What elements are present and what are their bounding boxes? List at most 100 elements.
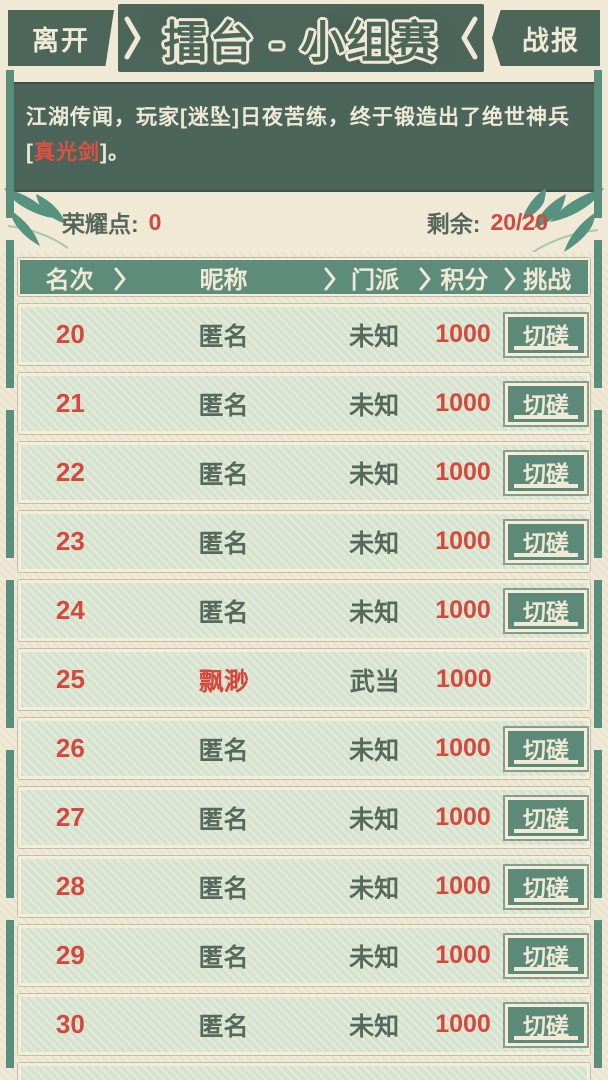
chevron-right-icon xyxy=(504,267,516,298)
table-row: 27 匿名 未知 1000 切磋 xyxy=(18,787,590,848)
column-header-challenge: 挑战 xyxy=(523,266,572,294)
rank-cell: 21 xyxy=(55,388,85,418)
table-row: 29 匿名 未知 1000 切磋 xyxy=(18,925,590,986)
sect-cell: 未知 xyxy=(349,391,400,420)
table-row: 30 匿名 未知 1000 切磋 xyxy=(18,994,590,1055)
rank-cell: 26 xyxy=(55,733,85,763)
challenge-button[interactable]: 切磋 xyxy=(505,451,587,494)
challenge-cell: 切磋 xyxy=(505,934,587,977)
table-row: 23 匿名 未知 1000 切磋 xyxy=(18,511,590,572)
nickname-cell: 匿名 xyxy=(198,805,249,834)
honor-points-value: 0 xyxy=(148,208,162,235)
challenge-button[interactable]: 切磋 xyxy=(505,865,587,908)
rank-cell: 25 xyxy=(56,664,85,694)
score-cell: 1000 xyxy=(435,941,491,969)
notice-text-end: ]。 xyxy=(100,141,130,164)
sect-cell: 未知 xyxy=(349,322,400,351)
leaderboard-area: 名次 昵称 门派 积分 挑战 20 匿名 未知 1000 切磋 21 匿名 未知 1000 切磋 2… xyxy=(0,252,608,1080)
leaderboard-rows: 20 匿名 未知 1000 切磋 21 匿名 未知 1000 切磋 22 匿名 未知 1000 切磋 23 匿名… xyxy=(18,304,590,1055)
table-row-partial xyxy=(18,1063,590,1080)
sect-cell: 未知 xyxy=(349,736,400,765)
score-cell: 1000 xyxy=(435,389,491,417)
table-row: 21 匿名 未知 1000 切磋 xyxy=(18,373,590,434)
nickname-cell: 匿名 xyxy=(198,391,249,420)
score-cell: 1000 xyxy=(435,320,491,348)
remaining-label: 剩余: xyxy=(426,211,481,237)
sect-cell: 未知 xyxy=(349,805,400,834)
table-row: 22 匿名 未知 1000 切磋 xyxy=(18,442,590,503)
stats-row: 荣耀点: 0 剩余: 20/20 xyxy=(0,188,608,255)
remaining-challenges-stat: 剩余: 20/20 xyxy=(427,205,548,239)
challenge-button[interactable]: 切磋 xyxy=(505,727,587,770)
score-cell: 1000 xyxy=(435,665,492,693)
challenge-cell: 切磋 xyxy=(505,865,587,908)
rank-cell: 20 xyxy=(55,319,85,349)
rumor-notice-panel: 江湖传闻，玩家[迷坠]日夜苦练，终于锻造出了绝世神兵[真光剑]。 xyxy=(10,82,598,192)
notice-text: 江湖传闻，玩家[迷坠]日夜苦练，终于锻造出了绝世神兵[ xyxy=(26,106,570,164)
challenge-button[interactable]: 切磋 xyxy=(505,934,587,977)
nickname-cell: 匿名 xyxy=(198,943,249,972)
title-plaque: 擂台 - 小组赛 xyxy=(118,4,484,72)
column-header-score: 积分 xyxy=(440,266,489,294)
page-title: 擂台 - 小组赛 xyxy=(163,18,439,67)
battle-report-button[interactable]: 战报 xyxy=(492,10,600,66)
table-row: 26 匿名 未知 1000 切磋 xyxy=(18,718,590,779)
leave-button[interactable]: 离开 xyxy=(8,10,114,66)
challenge-cell: 切磋 xyxy=(505,796,587,839)
nickname-cell: 匿名 xyxy=(198,529,249,558)
score-cell: 1000 xyxy=(435,803,491,831)
chevron-right-icon xyxy=(419,267,431,298)
column-header-rank: 名次 xyxy=(45,266,94,294)
table-row: 25 飘渺 武当 1000 xyxy=(18,649,590,710)
nickname-cell: 匿名 xyxy=(198,1012,249,1041)
challenge-button[interactable]: 切磋 xyxy=(505,1003,587,1046)
chevron-left-icon xyxy=(460,16,478,65)
challenge-button[interactable]: 切磋 xyxy=(505,520,587,563)
rank-cell: 29 xyxy=(55,940,85,970)
score-cell: 1000 xyxy=(435,1010,491,1038)
challenge-cell: 切磋 xyxy=(505,451,587,494)
nickname-cell: 飘渺 xyxy=(198,667,249,696)
nickname-cell: 匿名 xyxy=(198,322,249,351)
sect-cell: 武当 xyxy=(349,667,400,696)
sect-cell: 未知 xyxy=(349,943,400,972)
honor-points-stat: 荣耀点: 0 xyxy=(62,205,161,239)
rank-cell: 23 xyxy=(55,526,85,556)
challenge-cell: 切磋 xyxy=(505,313,587,356)
nickname-cell: 匿名 xyxy=(198,460,249,489)
rank-cell: 28 xyxy=(55,871,85,901)
remaining-value: 20/20 xyxy=(490,208,548,235)
score-cell: 1000 xyxy=(435,527,491,555)
top-bar: 离开 擂台 - 小组赛 战报 xyxy=(0,0,608,76)
sect-cell: 未知 xyxy=(349,1012,400,1041)
column-header-sect: 门派 xyxy=(350,266,399,294)
challenge-cell: 切磋 xyxy=(505,382,587,425)
nickname-cell: 匿名 xyxy=(198,598,249,627)
chevron-right-icon xyxy=(114,267,126,298)
challenge-cell: 切磋 xyxy=(505,589,587,632)
sect-cell: 未知 xyxy=(349,598,400,627)
table-row: 28 匿名 未知 1000 切磋 xyxy=(18,856,590,917)
score-cell: 1000 xyxy=(435,458,491,486)
left-edge-decoration xyxy=(6,70,14,1080)
challenge-button[interactable]: 切磋 xyxy=(505,589,587,632)
rank-cell: 27 xyxy=(55,802,85,832)
challenge-button[interactable]: 切磋 xyxy=(505,313,587,356)
rank-cell: 30 xyxy=(55,1009,85,1039)
challenge-cell: 切磋 xyxy=(505,1003,587,1046)
nickname-cell: 匿名 xyxy=(198,874,249,903)
chevron-right-icon xyxy=(324,267,336,298)
score-cell: 1000 xyxy=(435,596,491,624)
notice-highlight-item: 真光剑 xyxy=(34,141,100,164)
nickname-cell: 匿名 xyxy=(198,736,249,765)
sect-cell: 未知 xyxy=(349,460,400,489)
challenge-cell: 切磋 xyxy=(505,727,587,770)
chevron-right-icon xyxy=(124,16,142,65)
right-edge-decoration xyxy=(594,70,602,1080)
challenge-button[interactable]: 切磋 xyxy=(505,382,587,425)
table-row: 24 匿名 未知 1000 切磋 xyxy=(18,580,590,641)
table-header: 名次 昵称 门派 积分 挑战 xyxy=(18,258,590,296)
challenge-cell: 切磋 xyxy=(505,520,587,563)
challenge-button[interactable]: 切磋 xyxy=(505,796,587,839)
